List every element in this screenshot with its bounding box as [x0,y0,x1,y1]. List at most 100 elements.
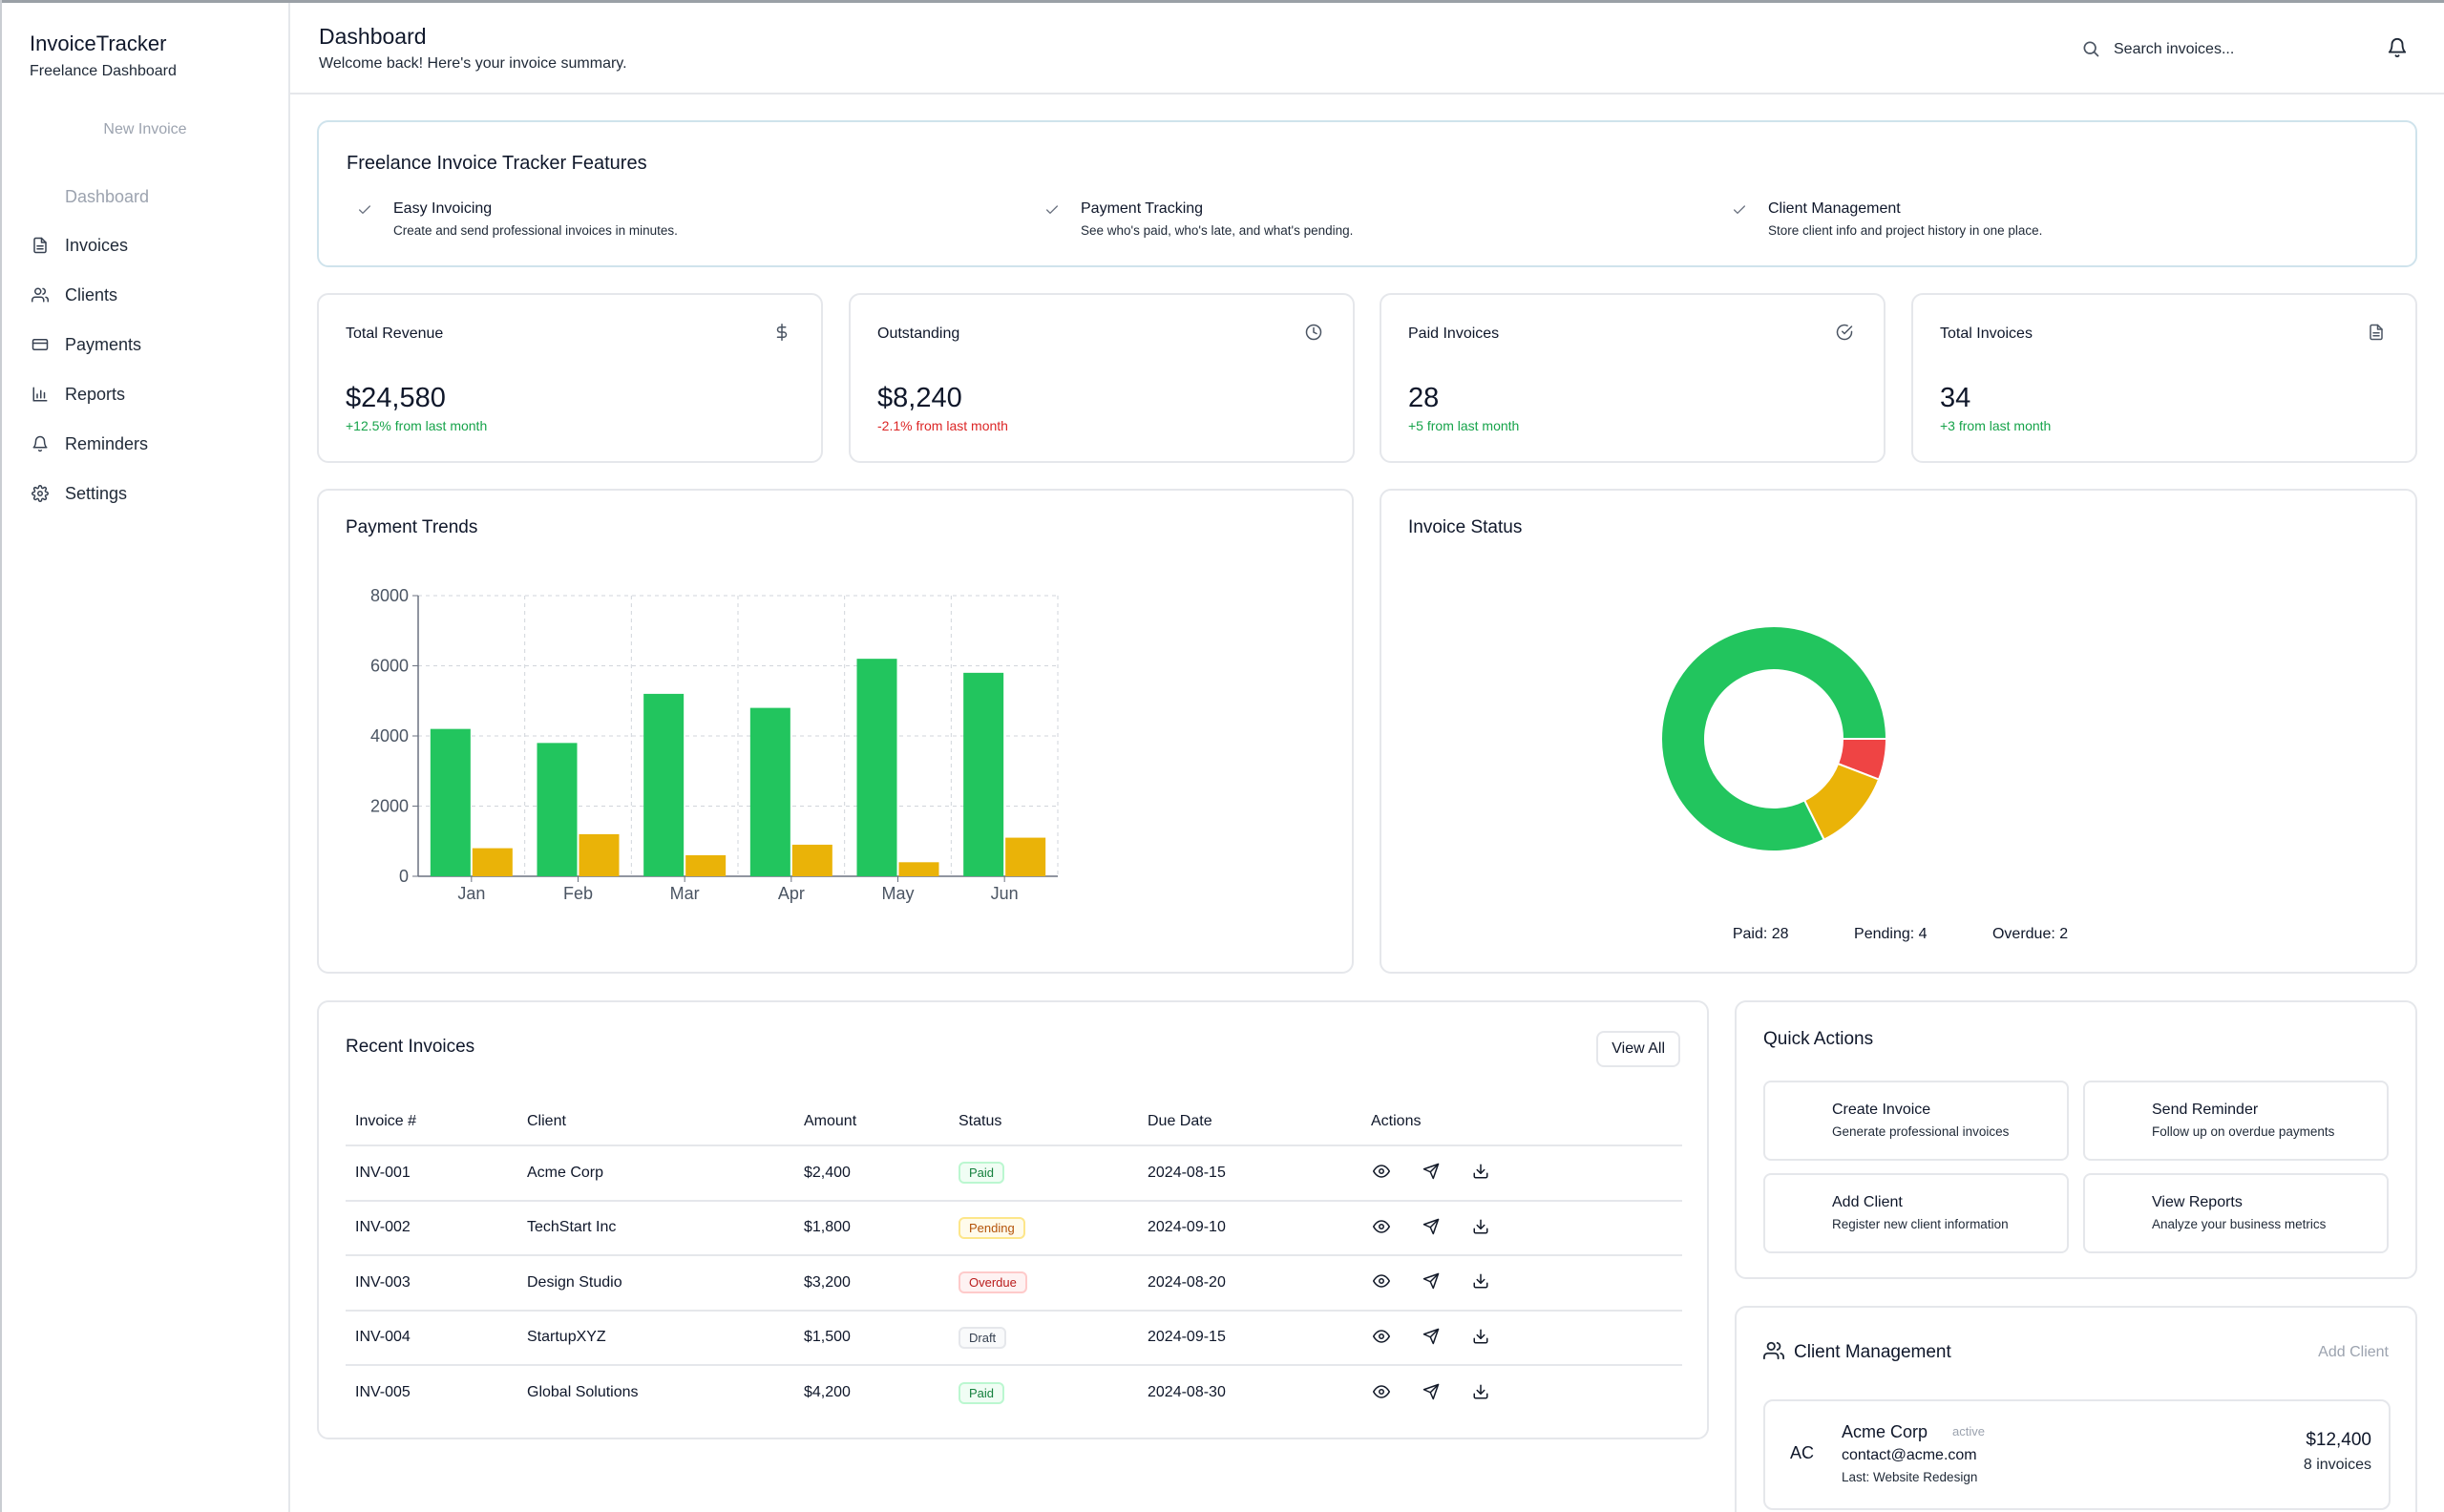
client-card-acme[interactable]: AC Acme Corp active contact@acme.com Las… [1763,1399,2391,1510]
table-row: INV-005 Global Solutions $4,200 Paid 2024-08… [346,1365,1682,1420]
quick-action-description: Follow up on overdue payments [2152,1124,2335,1139]
sidebar-item-payments[interactable]: Payments [31,330,141,359]
download-icon[interactable] [1470,1161,1491,1182]
invoice-status-donut-chart [1660,625,1888,852]
invoice-amount: $1,800 [794,1200,949,1256]
invoices-table: Invoice # Client Amount Status Due Date … [346,1098,1682,1420]
table-row: INV-001 Acme Corp $2,400 Paid 2024-08-15 [346,1145,1682,1202]
sidebar-item-label: Dashboard [65,186,150,206]
sidebar-item-label: Invoices [65,235,129,255]
download-icon[interactable] [1470,1326,1491,1347]
stat-change: +3 from last month [1940,418,2052,433]
quick-action-description: Register new client information [1832,1217,2009,1231]
bar-may-series-2 [898,862,939,876]
invoice-client: Global Solutions [527,1384,639,1401]
new-invoice-button[interactable]: New Invoice [103,121,187,137]
quick-action-description: Generate professional invoices [1832,1124,2010,1139]
check-icon [357,202,378,223]
add-client-link[interactable]: Add Client [2318,1344,2389,1360]
add-client-button[interactable]: Add Client Register new client informati… [1763,1173,2069,1253]
invoice-amount: $2,400 [794,1145,949,1202]
y-tick-label: 8000 [370,586,409,605]
status-badge: Draft [959,1326,1007,1349]
client-last-project: Last: Website Redesign [1842,1470,1978,1484]
invoice-actions [1361,1255,1682,1312]
view-all-button[interactable]: View All [1596,1031,1680,1067]
view-eye-icon[interactable] [1371,1381,1392,1402]
stat-change: -2.1% from last month [877,418,1008,433]
invoice-due-date: 2024-08-20 [1138,1255,1361,1312]
invoice-status-cell: Paid [949,1145,1138,1202]
recent-invoices-card: Recent Invoices View All Invoice # Clien… [317,1000,1709,1439]
stat-label: Total Invoices [1940,326,2033,342]
quick-actions-card: Quick Actions Create Invoice Generate pr… [1735,1000,2417,1279]
view-eye-icon[interactable] [1371,1326,1392,1347]
sidebar-item-settings[interactable]: Settings [31,479,127,508]
send-reminder-button[interactable]: Send Reminder Follow up on overdue payme… [2083,1081,2389,1161]
bar-mar-series-2 [685,854,727,876]
sidebar-item-invoices[interactable]: Invoices [31,231,128,260]
sidebar-item-clients[interactable]: Clients [31,281,117,309]
quick-action-title: Create Invoice [1832,1102,1931,1118]
send-icon[interactable] [1421,1326,1442,1347]
create-invoice-button[interactable]: Create Invoice Generate professional inv… [1763,1081,2069,1161]
page-title: Dashboard [319,24,427,49]
invoice-actions [1361,1310,1682,1366]
sidebar-item-label: Settings [65,483,128,503]
payment-trends-title: Payment Trends [346,517,478,537]
feature-description: Create and send professional invoices in… [393,223,678,238]
status-badge: Paid [959,1381,1005,1404]
invoice-status-legend: Paid: 28 Pending: 4 Overdue: 2 [1381,926,2419,943]
send-icon[interactable] [1421,1381,1442,1402]
stat-label: Paid Invoices [1408,326,1500,342]
x-tick-label: Mar [670,884,700,903]
invoice-number: INV-001 [346,1145,517,1202]
status-badge: Paid [959,1162,1005,1185]
window-top-border [0,0,2444,3]
view-eye-icon[interactable] [1371,1161,1392,1182]
view-eye-icon[interactable] [1371,1270,1392,1292]
y-tick-label: 4000 [370,726,409,746]
stat-label: Outstanding [877,326,960,342]
client-status-badge: active [1952,1424,1985,1438]
stat-change: +5 from last month [1408,418,1520,433]
notifications-bell-icon[interactable] [2387,37,2410,60]
table-row: INV-002 TechStart Inc $1,800 Pending 2024-09… [346,1200,1682,1256]
invoice-number: INV-004 [346,1310,517,1366]
send-icon[interactable] [1421,1270,1442,1292]
download-icon[interactable] [1470,1216,1491,1237]
quick-actions-title: Quick Actions [1763,1029,1874,1049]
sidebar-item-reminders[interactable]: Reminders [31,430,148,458]
view-reports-button[interactable]: View Reports Analyze your business metri… [2083,1173,2389,1253]
y-tick-label: 6000 [370,657,409,676]
users-icon [31,285,50,304]
invoice-status-title: Invoice Status [1408,517,1523,537]
invoice-client: Acme Corp [517,1145,794,1202]
bar-feb-series-1 [537,743,578,876]
view-eye-icon[interactable] [1371,1216,1392,1237]
feature-description: See who's paid, who's late, and what's p… [1081,223,1354,238]
client-management-card: Client Management Add Client AC Acme Cor… [1735,1306,2417,1512]
features-card: Freelance Invoice Tracker Features Easy … [317,120,2417,267]
legend-overdue: Overdue: 2 [1991,926,2069,942]
download-icon[interactable] [1470,1270,1491,1292]
search-input[interactable] [2114,41,2343,58]
invoice-due-date: 2024-08-15 [1138,1145,1361,1202]
bar-apr-series-2 [791,844,832,876]
y-tick-label: 0 [399,867,409,886]
send-icon[interactable] [1421,1216,1442,1237]
payment-trends-chart: 0 2000 4000 6000 8000 Jan Feb Mar Apr May Jun [370,586,1059,903]
window-left-border [0,0,2,1512]
brand-subtitle: Freelance Dashboard [30,63,177,79]
send-icon[interactable] [1421,1161,1442,1182]
invoice-number: INV-002 [346,1200,517,1256]
donut-slice-paid [1660,625,1888,852]
search-icon [2081,39,2102,60]
legend-pending: Pending: 4 [1854,926,1928,942]
invoice-due-date: 2024-09-15 [1138,1310,1361,1366]
sidebar-item-reports[interactable]: Reports [31,380,125,409]
search-bar [2081,35,2368,64]
invoice-number: INV-003 [346,1255,517,1312]
download-icon[interactable] [1470,1381,1491,1402]
sidebar-item-dashboard[interactable]: Dashboard [65,182,149,211]
